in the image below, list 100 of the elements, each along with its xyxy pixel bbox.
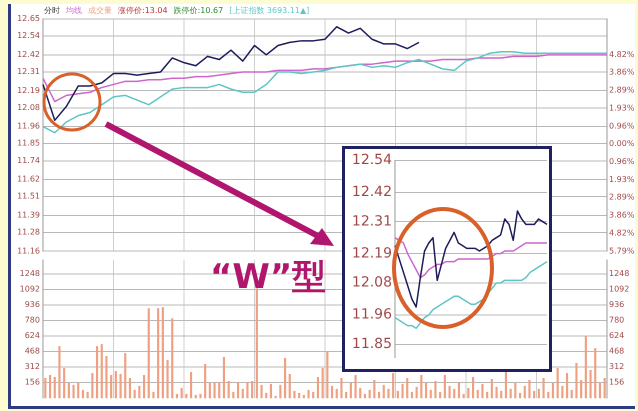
bar	[570, 390, 573, 398]
bar	[124, 353, 126, 398]
bar	[105, 356, 108, 398]
bar	[316, 376, 320, 398]
y-tick-label: 11.74	[17, 156, 40, 165]
y2-tick-label: 4.82%	[609, 50, 635, 59]
bar	[44, 378, 46, 398]
bar	[246, 382, 249, 398]
bar	[542, 378, 545, 398]
bar	[100, 344, 103, 398]
bar	[96, 346, 98, 398]
bar	[265, 392, 268, 398]
bar	[58, 346, 61, 398]
bar	[236, 382, 240, 398]
y-tick-label: 624	[24, 331, 40, 340]
bar	[171, 318, 174, 398]
bar	[458, 382, 460, 398]
text: 跌停价:10.67	[174, 6, 224, 15]
bar	[547, 392, 550, 398]
bar	[128, 378, 132, 398]
bar	[218, 382, 220, 398]
bar	[119, 374, 122, 398]
bar	[326, 351, 328, 398]
bar	[490, 378, 493, 398]
y2-tick-label: 0.96%	[609, 121, 635, 130]
y-tick-label: 12.65	[17, 14, 40, 24]
bar	[467, 388, 470, 398]
bar	[589, 370, 592, 398]
bar	[288, 374, 291, 398]
bar	[481, 384, 484, 398]
bar	[444, 374, 446, 398]
bar	[401, 384, 404, 398]
bar	[566, 372, 568, 398]
y2-tick-label: 0.00%	[609, 139, 635, 148]
bar	[279, 384, 282, 398]
bar	[114, 370, 117, 398]
bar	[251, 380, 254, 398]
bar	[604, 378, 606, 398]
bar	[54, 376, 56, 398]
bar	[77, 382, 80, 398]
bar	[434, 380, 437, 398]
bar	[476, 390, 479, 398]
y-tick-label: 12.42	[17, 50, 40, 59]
bar	[68, 382, 70, 398]
bar	[330, 386, 334, 398]
bar	[63, 368, 66, 398]
bar	[110, 374, 112, 398]
bar	[453, 388, 456, 398]
bar	[416, 386, 418, 398]
y-tick-label: 12.19	[17, 86, 40, 95]
text: 成交量	[88, 6, 112, 15]
bar	[142, 374, 146, 398]
y-tick-label: 1248	[20, 269, 40, 278]
y-tick-label: 11.51	[17, 192, 40, 201]
bar	[392, 372, 394, 398]
y-tick-label: 936	[24, 300, 40, 310]
bar	[430, 390, 432, 398]
bar	[204, 364, 206, 398]
bar	[528, 380, 531, 398]
y-tick-label: 11.39	[17, 210, 40, 220]
y2-tick-label: 0.96%	[609, 156, 635, 166]
bar	[166, 360, 169, 398]
bar	[359, 388, 362, 398]
y-tick-label: 12.08	[352, 274, 392, 291]
y-tick-label: 156	[24, 378, 40, 387]
bar	[242, 388, 244, 398]
bar	[504, 372, 508, 398]
bar	[270, 384, 272, 398]
text: 分时	[44, 6, 60, 15]
bar	[350, 382, 352, 398]
text: 均线	[66, 6, 82, 15]
y-tick-label: 312	[24, 362, 40, 372]
y-tick-label: 12.31	[17, 67, 40, 76]
bar	[472, 376, 474, 398]
bar	[387, 388, 390, 398]
bar	[180, 388, 183, 398]
bar	[91, 372, 94, 398]
text: 涨停价:13.04	[118, 6, 168, 15]
bar	[580, 380, 582, 398]
bar	[424, 382, 428, 398]
bar	[256, 288, 258, 398]
annotation: “W”型	[210, 256, 326, 299]
y-tick-label: 780	[24, 316, 40, 325]
y2-tick-label: 4.82%	[609, 228, 635, 238]
bar	[312, 392, 314, 398]
y-tick-label: 468	[24, 346, 40, 356]
bar	[138, 386, 140, 398]
bar	[538, 388, 540, 398]
bar	[340, 378, 343, 398]
text: [上证指数 3693.11▲]	[229, 6, 310, 15]
bar	[228, 380, 230, 398]
y-tick-label: 11.96	[17, 122, 40, 131]
y2-tick-label: 936	[609, 300, 624, 310]
bar	[556, 368, 559, 398]
bar	[448, 386, 451, 398]
bar	[510, 388, 512, 398]
bar	[575, 363, 578, 398]
y-tick-label: 1092	[20, 284, 40, 294]
y-tick-label: 12.19	[352, 245, 392, 262]
y-tick-label: 12.08	[17, 102, 40, 112]
